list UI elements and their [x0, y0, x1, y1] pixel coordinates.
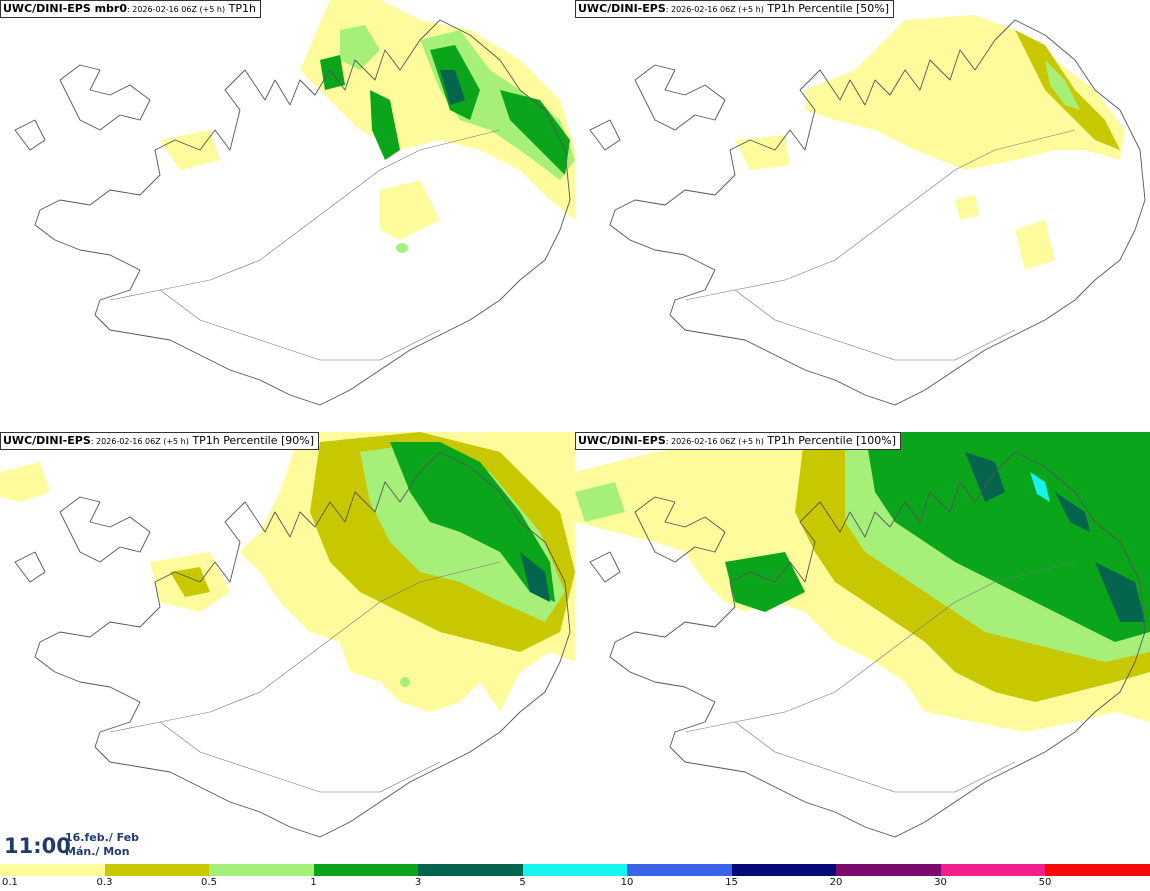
map-panel-p50: UWC/DINI-EPS: 2026-02-16 06Z (+5 h) TP1h…	[575, 0, 1150, 432]
run-info: : 2026-02-16 06Z (+5 h)	[90, 437, 189, 446]
model-name: UWC/DINI-EPS	[578, 2, 666, 15]
precip-map	[575, 432, 1150, 838]
legend-tick-label: 0.3	[96, 877, 113, 888]
field-name: TP1h Percentile [90%]	[188, 434, 314, 447]
legend-tick-label: 20	[829, 877, 843, 888]
precip-map	[0, 432, 575, 838]
legend-swatch	[522, 864, 627, 876]
map-panel-member0: UWC/DINI-EPS mbr0: 2026-02-16 06Z (+5 h)…	[0, 0, 575, 432]
legend-tick-label: 15	[725, 877, 738, 888]
run-info: : 2026-02-16 06Z (+5 h)	[665, 437, 764, 446]
color-legend: 0.1 0.3 0.5 1 3 5 10 15 20 30 50	[0, 864, 1150, 891]
panel-title: UWC/DINI-EPS: 2026-02-16 06Z (+5 h) TP1h…	[0, 432, 319, 450]
map-panel-p90: UWC/DINI-EPS: 2026-02-16 06Z (+5 h) TP1h…	[0, 432, 575, 864]
valid-weekday: Mán./ Mon	[65, 845, 130, 858]
legend-swatch	[940, 864, 1045, 876]
legend-swatch	[209, 864, 314, 876]
legend-swatch	[836, 864, 941, 876]
precip-map	[589, 15, 1146, 406]
valid-time-box: 11:00 16.feb./ Feb Mán./ Mon	[0, 826, 140, 864]
panel-title: UWC/DINI-EPS: 2026-02-16 06Z (+5 h) TP1h…	[575, 0, 894, 18]
legend-tick-label: 1	[310, 877, 317, 888]
legend-swatch	[627, 864, 732, 876]
panel-title: UWC/DINI-EPS mbr0: 2026-02-16 06Z (+5 h)…	[0, 0, 261, 18]
panel-title: UWC/DINI-EPS: 2026-02-16 06Z (+5 h) TP1h…	[575, 432, 901, 450]
run-info: : 2026-02-16 06Z (+5 h)	[127, 5, 226, 14]
legend-swatch	[1045, 864, 1150, 876]
model-name: UWC/DINI-EPS	[578, 434, 666, 447]
legend-swatch	[418, 864, 523, 876]
run-info: : 2026-02-16 06Z (+5 h)	[665, 5, 764, 14]
legend-tick-label: 3	[414, 877, 422, 888]
legend-tick-label: 5	[519, 877, 526, 888]
field-name: TP1h	[225, 2, 256, 15]
precip-map	[14, 0, 575, 406]
field-name: TP1h Percentile [100%]	[763, 434, 896, 447]
legend-tick-label: 0.1	[2, 877, 18, 888]
legend-swatch	[731, 864, 836, 876]
legend-tick-label: 50	[1038, 877, 1052, 888]
legend-swatch	[313, 864, 418, 876]
field-name: TP1h Percentile [50%]	[763, 2, 889, 15]
model-name: UWC/DINI-EPS mbr0	[3, 2, 127, 15]
model-name: UWC/DINI-EPS	[3, 434, 91, 447]
valid-date: 16.feb./ Feb	[65, 831, 140, 844]
legend-tick-label: 0.5	[201, 877, 217, 888]
legend-tick-label: 30	[934, 877, 947, 888]
legend-tick-label: 10	[620, 877, 634, 888]
legend-swatch	[0, 864, 105, 876]
legend-swatch	[104, 864, 209, 876]
valid-time: 11:00	[4, 834, 71, 858]
map-panel-p100: UWC/DINI-EPS: 2026-02-16 06Z (+5 h) TP1h…	[575, 432, 1150, 864]
